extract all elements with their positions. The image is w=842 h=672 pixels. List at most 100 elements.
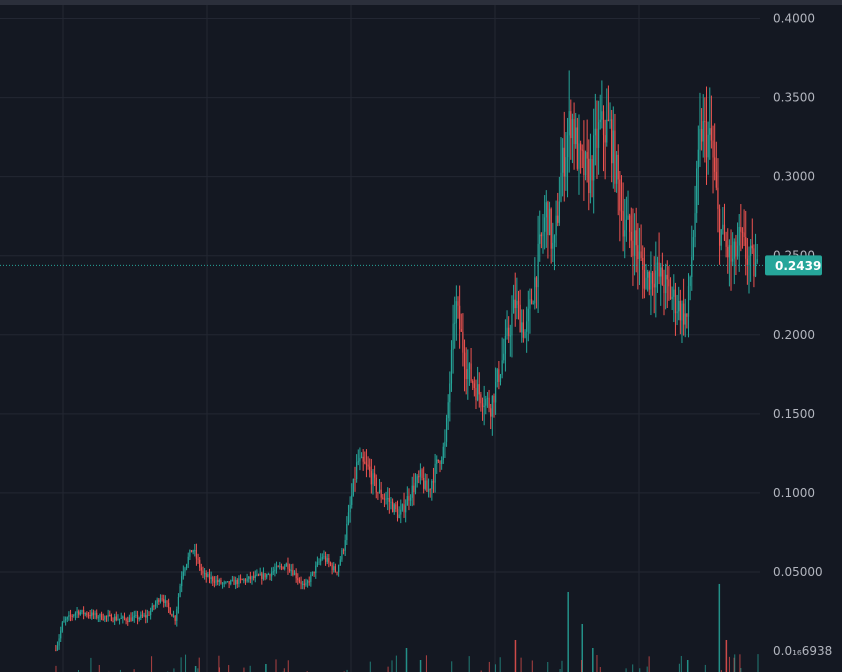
candle-body [647,271,649,278]
candle-body [306,581,309,583]
candle-body [190,550,193,553]
candle-body [298,579,301,582]
candle-body [612,130,614,164]
candle-body [637,245,639,260]
candle-body [694,213,696,238]
candle-body [244,579,247,582]
candle-body [387,498,389,500]
volume-bar [369,661,371,672]
price-axis[interactable]: 0.40000.35000.30000.25000.20000.15000.10… [773,12,832,659]
candle-body [589,158,592,194]
candle-body [676,311,678,314]
candle-body [354,478,356,480]
volume-bars [55,583,759,672]
candle-body [527,308,529,322]
candle-body [136,615,139,620]
volume-bar [704,664,706,672]
candlestick-series [55,70,758,652]
candle-body [120,617,122,619]
candle-body [717,187,719,209]
volume-bar [133,669,135,672]
price-chart[interactable]: 0.40000.35000.30000.25000.20000.15000.10… [0,5,842,672]
candle-body [586,152,588,159]
candle-body [692,237,695,257]
candle-body [212,577,214,582]
candle-body [495,382,497,403]
volume-bar [686,659,689,672]
candle-body [679,300,681,321]
candle-body [257,574,260,576]
candle-body [687,286,690,317]
candle-body [486,397,489,400]
candle-body [409,497,412,501]
candle-body [661,267,663,285]
volume-bar [198,657,200,672]
candle-body [264,573,266,578]
candle-body [393,504,395,513]
candle-body [416,476,418,483]
volume-bar [514,639,517,672]
candle-body [472,380,474,384]
candle-body [249,576,251,580]
candle-body [432,480,435,483]
candle-body [421,469,423,478]
candle-body [73,614,75,616]
candle-body [720,229,722,246]
horizontal-grid [0,18,760,573]
volume-bar [451,661,453,672]
candle-body [154,603,157,607]
volume-bar [646,666,648,672]
candle-body [512,299,515,314]
candle-body [537,243,539,288]
candle-body [303,583,305,586]
candle-body [210,577,212,580]
candle-body [753,248,755,277]
candle-body [575,127,577,145]
candle-body [588,158,590,194]
volume-bar [581,623,583,672]
volume-bar [720,670,722,672]
candle-body [413,485,415,493]
volume-bar [740,668,742,672]
candle-body [130,617,132,622]
volume-bar [499,657,501,672]
candle-body [241,579,243,581]
volume-bar [218,655,220,672]
candle-body [736,245,739,257]
candle-body [459,305,461,330]
candle-body [493,395,495,403]
candle-body [686,313,688,317]
candle-body [722,224,724,230]
candle-body [485,399,487,406]
candle-body [544,217,546,232]
candle-body [174,616,176,621]
candle-body [483,405,485,408]
candle-body [153,605,155,607]
candle-body [267,574,269,576]
candle-body [611,119,613,164]
candle-body [182,571,184,577]
candle-body [526,321,528,332]
candle-body [705,121,708,158]
candle-body [535,277,538,288]
candle-body [238,578,240,584]
volume-bar [728,656,730,672]
candle-body [517,300,520,305]
volume-bar [395,655,397,672]
candle-body [539,234,541,244]
candle-body [468,363,471,369]
candle-body [591,158,593,181]
candle-body [163,599,165,603]
candle-body [463,352,466,370]
candle-body [215,580,217,583]
candle-body [663,284,665,294]
candle-body [414,482,417,493]
candle-body [200,567,202,571]
candle-body [635,230,637,246]
candle-body [666,274,668,280]
candle-body [509,335,511,337]
price-axis-tick-label: 0.2000 [773,328,815,342]
top-toolbar-strip [0,0,842,5]
volume-bar [405,647,408,672]
candle-body [403,504,405,513]
